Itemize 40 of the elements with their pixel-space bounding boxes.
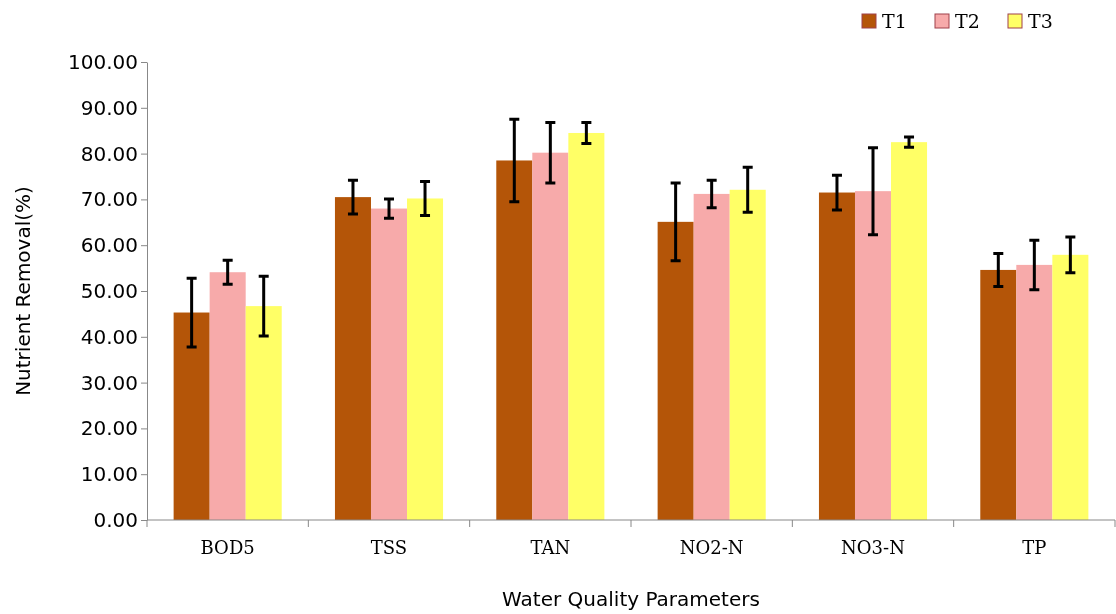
bar bbox=[854, 191, 892, 520]
y-tick-label: 40.00 bbox=[80, 324, 138, 349]
bar bbox=[245, 306, 282, 520]
bar bbox=[407, 198, 444, 520]
y-tick-label: 60.00 bbox=[80, 233, 138, 258]
bar bbox=[891, 142, 928, 520]
bar bbox=[818, 192, 855, 520]
y-tick-label: 30.00 bbox=[80, 370, 138, 395]
legend-label: T1 bbox=[882, 10, 907, 32]
y-tick-label: 20.00 bbox=[80, 416, 138, 441]
y-tick-label: 10.00 bbox=[80, 462, 138, 487]
bar bbox=[568, 132, 605, 520]
bar bbox=[980, 269, 1017, 520]
x-tick-label: NO2-N bbox=[679, 537, 744, 558]
bar bbox=[496, 160, 533, 520]
y-tick-label: 70.00 bbox=[80, 187, 138, 212]
bar bbox=[209, 272, 246, 520]
legend-label: T3 bbox=[1028, 10, 1053, 32]
y-tick-label: 50.00 bbox=[80, 278, 138, 303]
x-tick-label: TAN bbox=[530, 537, 571, 558]
x-tick-label: TSS bbox=[370, 537, 408, 558]
x-tick-label: TP bbox=[1022, 537, 1047, 558]
bar bbox=[173, 312, 210, 520]
y-tick-label: 100.00 bbox=[68, 49, 138, 74]
bar bbox=[1052, 254, 1089, 520]
bar bbox=[693, 193, 730, 520]
y-tick-label: 0.00 bbox=[93, 507, 138, 532]
x-tick-label: BOD5 bbox=[200, 537, 255, 558]
x-axis-title: Water Quality Parameters bbox=[502, 587, 760, 611]
y-tick-label: 80.00 bbox=[80, 141, 138, 166]
y-tick-label: 90.00 bbox=[80, 95, 138, 120]
bar bbox=[370, 208, 408, 520]
y-axis-title: Nutrient Removal(%) bbox=[11, 186, 35, 396]
bar bbox=[729, 189, 766, 520]
x-tick-label: NO3-N bbox=[841, 537, 905, 558]
legend-label: T2 bbox=[955, 10, 980, 32]
bar bbox=[657, 221, 694, 520]
bar bbox=[1016, 264, 1053, 520]
bar bbox=[334, 197, 371, 520]
bar bbox=[532, 152, 569, 520]
